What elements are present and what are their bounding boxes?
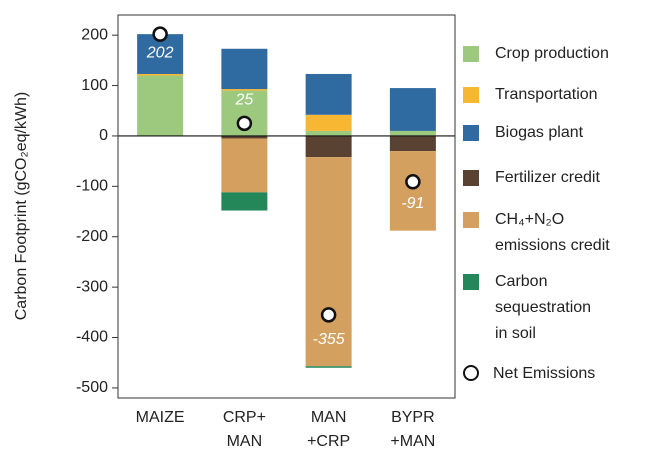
legend-item: Biogas plant	[463, 120, 645, 146]
y-tick-label: -400	[76, 329, 108, 346]
bar-segment	[389, 151, 436, 231]
bar-segment	[137, 75, 184, 136]
bar-segment	[221, 48, 268, 90]
net-marker	[320, 307, 337, 323]
legend-label: Carbon sequestration in soil	[495, 273, 592, 342]
legend-item: CH₄+N₂O emissions credit	[463, 207, 615, 259]
y-tick-label: -200	[76, 228, 108, 245]
bar-segment	[305, 114, 352, 131]
bar-segment	[305, 130, 352, 136]
legend-item: Fertilizer credit	[463, 165, 645, 191]
legend-label: CH₄+N₂O emissions credit	[495, 211, 610, 254]
legend-item: Crop production	[463, 41, 645, 67]
net-label: 202	[146, 44, 174, 61]
legend-label: Fertilizer credit	[495, 169, 600, 186]
legend-swatch	[463, 274, 479, 290]
legend-label: Net Emissions	[493, 365, 596, 382]
y-tick-label: 0	[99, 127, 108, 144]
x-tick-label: +CRP	[307, 433, 350, 450]
net-label: -91	[401, 195, 424, 212]
bar-segment	[389, 130, 436, 136]
y-tick-label: -100	[76, 178, 108, 195]
bar-segment	[389, 88, 436, 131]
x-tick-label: MAN	[311, 409, 347, 426]
x-tick-label: BYPR	[391, 409, 435, 426]
legend-swatch	[463, 87, 479, 103]
bar-segment	[305, 157, 352, 367]
bar-segment	[137, 73, 184, 76]
x-tick-label: MAIZE	[136, 409, 185, 426]
legend-item: Transportation	[463, 82, 645, 108]
bar-segment	[221, 138, 268, 193]
legend-item: Net Emissions	[463, 361, 643, 387]
bar-segment	[305, 73, 352, 115]
y-tick-label: -300	[76, 278, 108, 295]
legend-swatch	[463, 170, 479, 186]
bar-segment	[221, 89, 268, 91]
legend-item: Carbon sequestration in soil	[463, 269, 605, 347]
legend-marker	[463, 365, 479, 381]
net-label: -355	[313, 331, 345, 348]
net-marker	[405, 174, 421, 190]
y-tick-label: 200	[81, 26, 108, 43]
net-label: 25	[234, 92, 253, 109]
legend-swatch	[463, 212, 479, 228]
bar-segment	[305, 135, 352, 158]
net-marker	[152, 26, 168, 42]
x-tick-label: CRP+	[223, 409, 266, 426]
y-tick-label: 100	[81, 77, 108, 94]
x-tick-label: +MAN	[390, 433, 435, 450]
y-tick-label: -500	[76, 379, 108, 396]
legend-label: Crop production	[495, 45, 609, 62]
net-marker	[236, 115, 253, 132]
bar-segment	[221, 135, 268, 139]
legend-swatch	[463, 46, 479, 62]
plot-frame	[117, 14, 456, 399]
bar-segment	[305, 366, 352, 368]
y-axis-label: Carbon Footprint (gCO₂eq/kWh)	[13, 92, 30, 321]
x-tick-label: MAN	[227, 433, 263, 450]
legend-label: Biogas plant	[495, 124, 584, 141]
bar-segment	[221, 192, 268, 211]
legend-label: Transportation	[495, 86, 598, 103]
bar-segment	[389, 135, 436, 152]
legend-swatch	[463, 125, 479, 141]
